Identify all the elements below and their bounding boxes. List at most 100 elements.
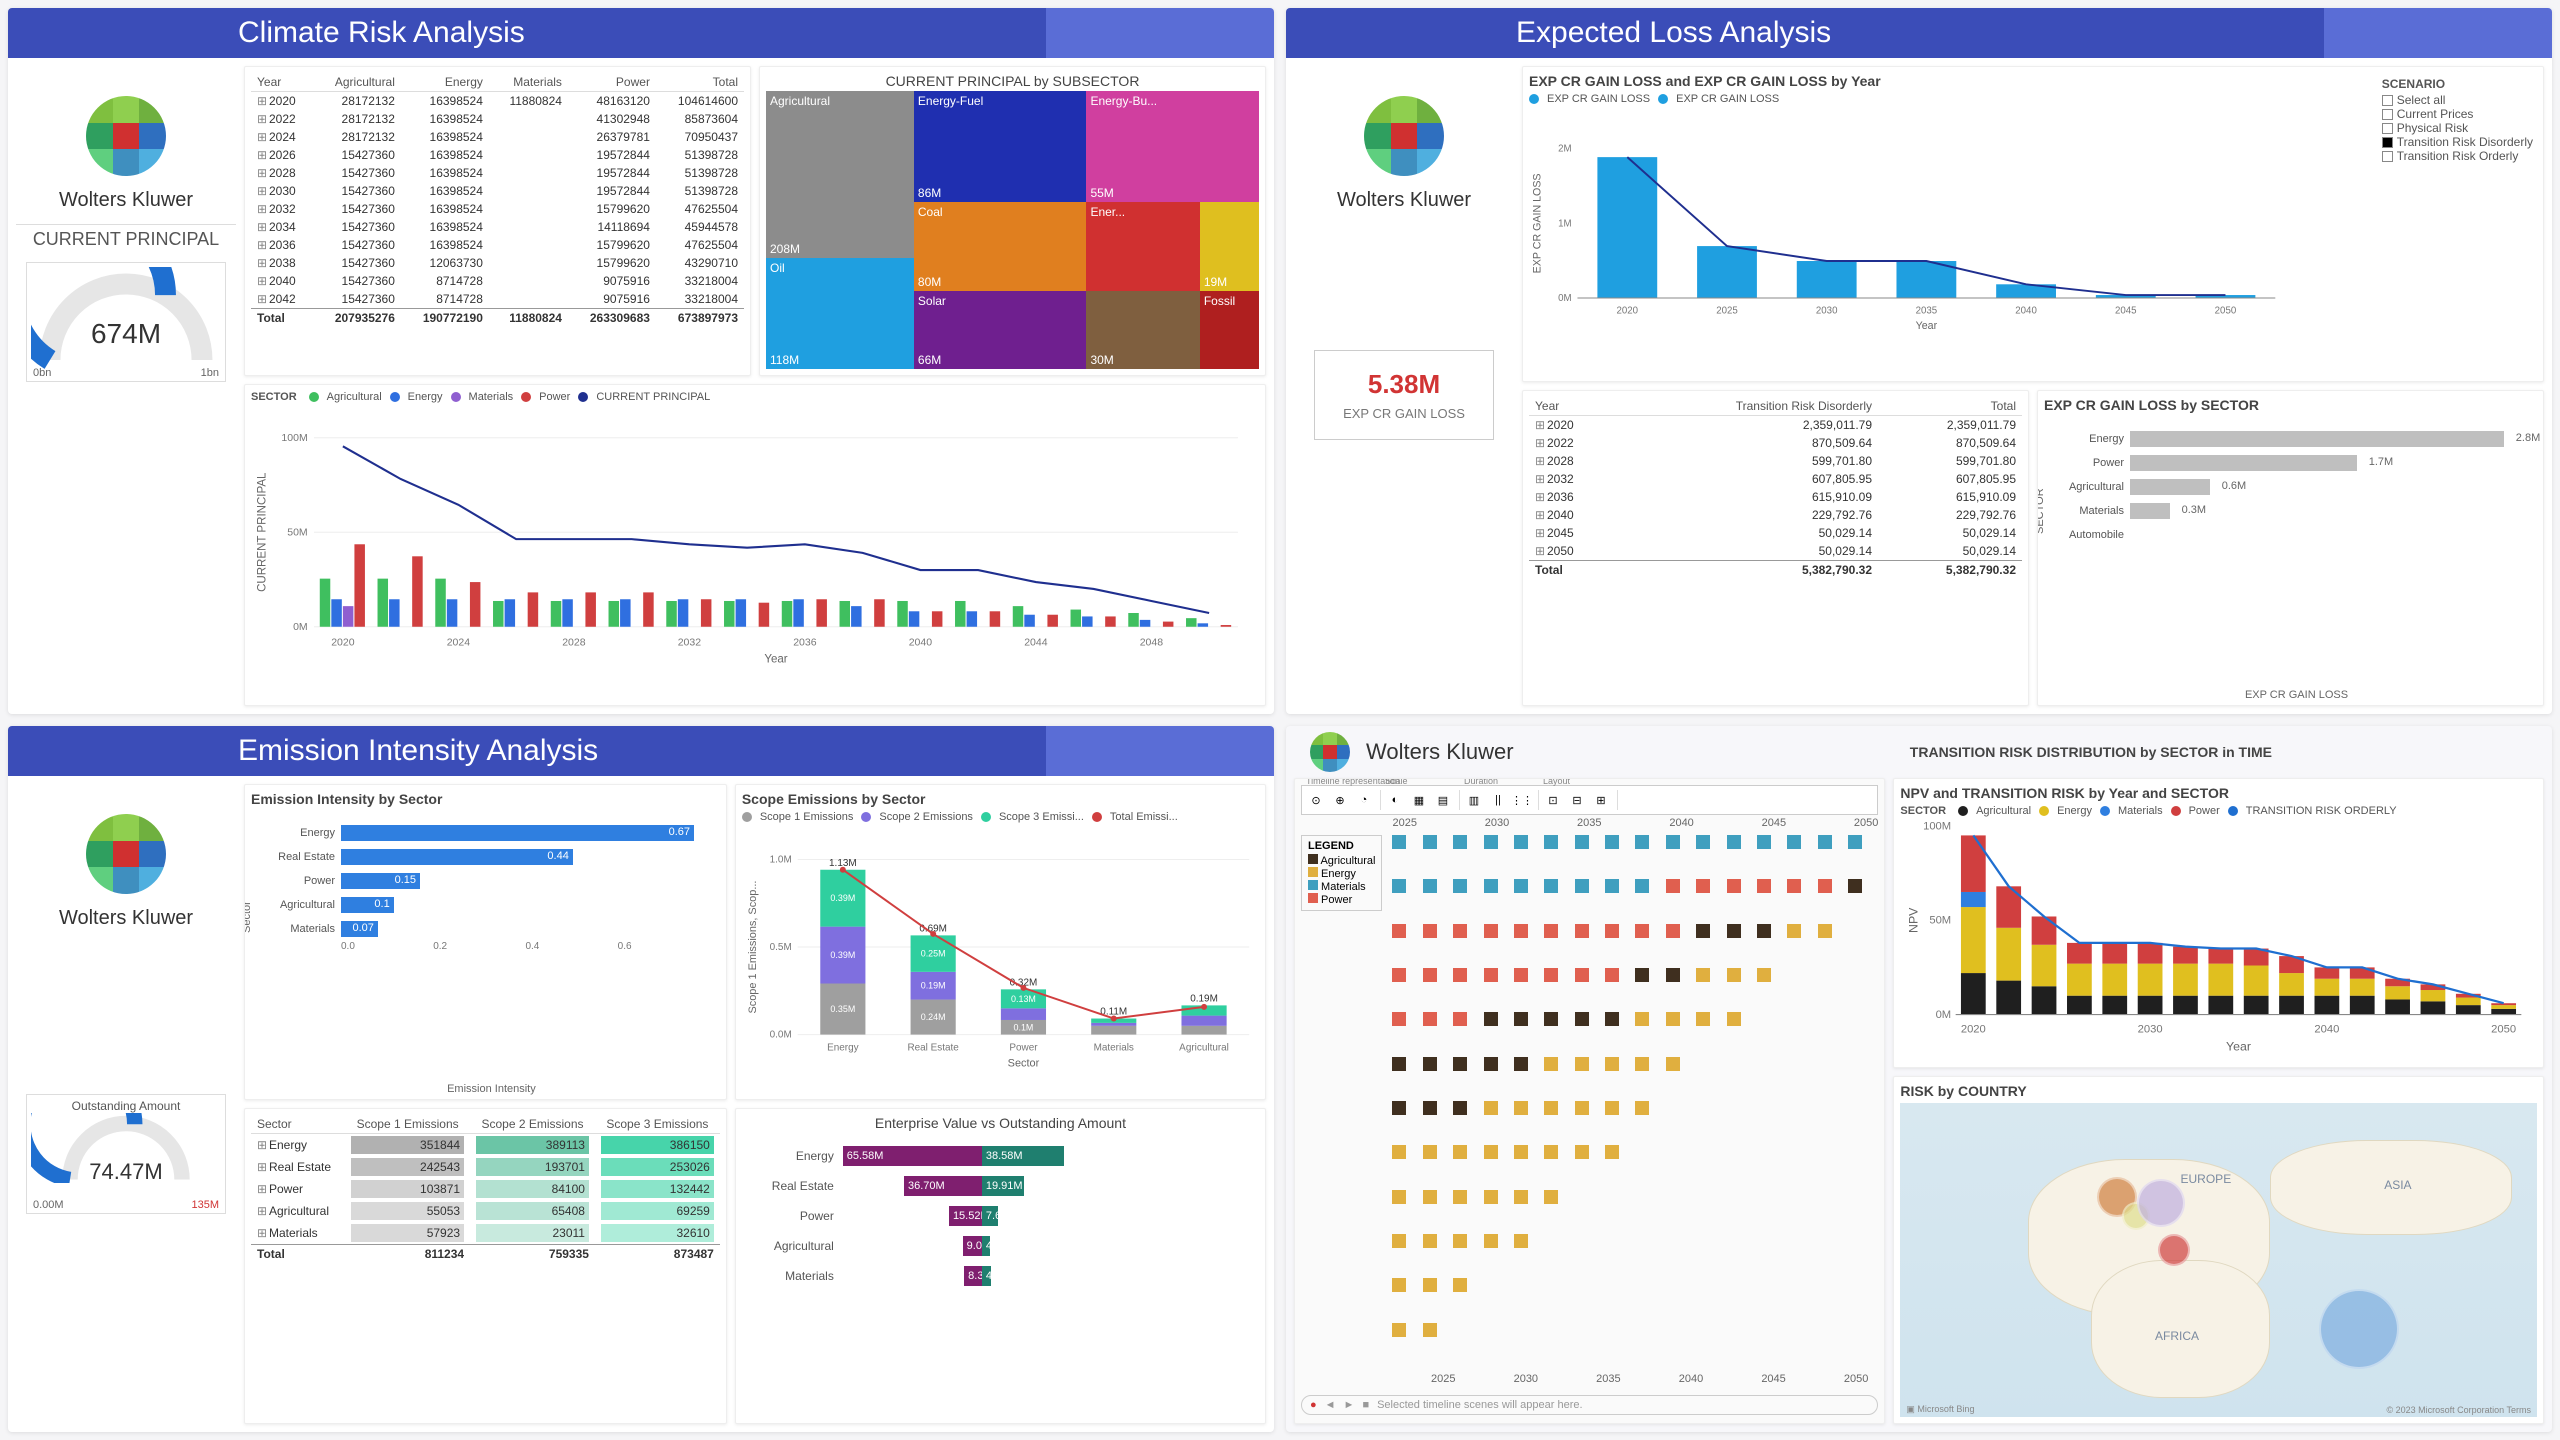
risk-dot[interactable]	[1453, 1278, 1467, 1292]
risk-dot[interactable]	[1544, 1101, 1558, 1115]
intensity-card[interactable]: Emission Intensity by Sector Energy0.67R…	[244, 784, 727, 1100]
sector-bar[interactable]: Energy2.8M	[2050, 427, 2531, 451]
risk-dot[interactable]	[1392, 879, 1406, 893]
risk-dot[interactable]	[1544, 1190, 1558, 1204]
combo-chart-card[interactable]: SECTORAgriculturalEnergyMaterialsPowerCU…	[244, 384, 1266, 706]
risk-dot[interactable]	[1635, 1012, 1649, 1026]
butterfly-chart[interactable]: Energy 65.58M 38.58M Real Estate 36.70M …	[742, 1135, 1259, 1297]
butterfly-row[interactable]: Agricultural 9.05M 4.00M	[762, 1231, 1239, 1261]
risk-dot[interactable]	[1757, 924, 1771, 938]
risk-dot[interactable]	[1666, 968, 1680, 982]
risk-dot[interactable]	[1392, 1057, 1406, 1071]
risk-dot[interactable]	[1666, 924, 1680, 938]
map-card[interactable]: RISK by COUNTRY EUROPEASIAAFRICA▣ Micros…	[1893, 1076, 2544, 1424]
scenario-option[interactable]: Transition Risk Disorderly	[2382, 135, 2533, 149]
gain-loss-year-card[interactable]: EXP CR GAIN LOSS and EXP CR GAIN LOSS by…	[1522, 66, 2544, 382]
risk-dot[interactable]	[1423, 968, 1437, 982]
toolbar-icon[interactable]: ⊟	[1567, 790, 1587, 810]
year-table-card[interactable]: YearAgriculturalEnergyMaterialsPowerTota…	[244, 66, 751, 376]
treemap-cell[interactable]: 30M	[1086, 291, 1199, 369]
risk-dot[interactable]	[1514, 1234, 1528, 1248]
risk-dot[interactable]	[1544, 924, 1558, 938]
risk-dot[interactable]	[1484, 1012, 1498, 1026]
risk-bubble[interactable]	[2319, 1289, 2399, 1369]
treemap[interactable]: Agricultural208MOil118MEnergy-Fuel86MCoa…	[766, 91, 1259, 369]
risk-dot[interactable]	[1453, 1190, 1467, 1204]
combo-chart[interactable]: 0M50M100MCURRENT PRINCIPAL20202024202820…	[251, 403, 1259, 693]
risk-dot[interactable]	[1757, 968, 1771, 982]
risk-dot[interactable]	[1787, 835, 1801, 849]
treemap-cell[interactable]: Ener...	[1086, 202, 1199, 291]
stop-icon[interactable]: ■	[1362, 1399, 1369, 1411]
intensity-bar[interactable]: Materials0.07	[261, 917, 710, 941]
treemap-cell[interactable]: Energy-Fuel86M	[914, 91, 1087, 202]
risk-dot[interactable]	[1392, 1323, 1406, 1337]
treemap-cell[interactable]: Coal80M	[914, 202, 1087, 291]
risk-dot[interactable]	[1514, 835, 1528, 849]
timeline-toolbar[interactable]: Timeline representation⊙⊕◔Scale◐▦▤Durati…	[1301, 785, 1878, 815]
risk-dot[interactable]	[1514, 1057, 1528, 1071]
risk-dot[interactable]	[1423, 1190, 1437, 1204]
risk-dot[interactable]	[1392, 1234, 1406, 1248]
risk-dot[interactable]	[1605, 924, 1619, 938]
risk-dot[interactable]	[1605, 968, 1619, 982]
risk-dot[interactable]	[1696, 879, 1710, 893]
risk-dot[interactable]	[1635, 1101, 1649, 1115]
risk-dot[interactable]	[1484, 968, 1498, 982]
risk-dot[interactable]	[1544, 1012, 1558, 1026]
sector-bar[interactable]: Automobile	[2050, 523, 2531, 547]
risk-dot[interactable]	[1453, 1145, 1467, 1159]
intensity-bar[interactable]: Agricultural0.1	[261, 893, 710, 917]
risk-dot[interactable]	[1484, 924, 1498, 938]
risk-dot[interactable]	[1635, 968, 1649, 982]
scenario-option[interactable]: Physical Risk	[2382, 121, 2533, 135]
risk-dot[interactable]	[1544, 835, 1558, 849]
risk-dot[interactable]	[1635, 924, 1649, 938]
risk-dot[interactable]	[1848, 879, 1862, 893]
treemap-cell[interactable]: 19M	[1200, 202, 1259, 291]
risk-dot[interactable]	[1544, 1057, 1558, 1071]
npv-card[interactable]: NPV and TRANSITION RISK by Year and SECT…	[1893, 778, 2544, 1068]
risk-dot[interactable]	[1605, 879, 1619, 893]
treemap-cell[interactable]: Agricultural208M	[766, 91, 914, 258]
toolbar-icon[interactable]: ⊕	[1330, 790, 1350, 810]
risk-dot[interactable]	[1787, 879, 1801, 893]
risk-dot[interactable]	[1423, 835, 1437, 849]
playback-bar[interactable]: ● ◄ ► ■ Selected timeline scenes will ap…	[1301, 1395, 1878, 1415]
risk-dot[interactable]	[1605, 835, 1619, 849]
treemap-cell[interactable]: Fossil	[1200, 291, 1259, 369]
scatter-plot[interactable]: 202520302035204020452050	[1392, 835, 1878, 1367]
risk-dot[interactable]	[1605, 1101, 1619, 1115]
risk-dot[interactable]	[1818, 835, 1832, 849]
intensity-bar[interactable]: Real Estate0.44	[261, 845, 710, 869]
intensity-hbar[interactable]: Energy0.67Real Estate0.44Power0.15Agricu…	[251, 811, 720, 956]
risk-dot[interactable]	[1757, 835, 1771, 849]
risk-dot[interactable]	[1727, 835, 1741, 849]
toolbar-icon[interactable]: ⊡	[1543, 790, 1563, 810]
risk-dot[interactable]	[1605, 1145, 1619, 1159]
risk-dot[interactable]	[1635, 1057, 1649, 1071]
risk-dot[interactable]	[1635, 835, 1649, 849]
risk-dot[interactable]	[1666, 835, 1680, 849]
treemap-cell[interactable]: Solar66M	[914, 291, 1087, 369]
el-table-card[interactable]: YearTransition Risk DisorderlyTotal⊞2020…	[1522, 390, 2029, 706]
next-icon[interactable]: ►	[1344, 1399, 1355, 1411]
butterfly-row[interactable]: Materials 8.35M 4.32M	[762, 1261, 1239, 1291]
risk-dot[interactable]	[1575, 924, 1589, 938]
risk-dot[interactable]	[1423, 1278, 1437, 1292]
risk-dot[interactable]	[1423, 1012, 1437, 1026]
risk-dot[interactable]	[1453, 924, 1467, 938]
risk-dot[interactable]	[1514, 1145, 1528, 1159]
risk-dot[interactable]	[1514, 1190, 1528, 1204]
risk-dot[interactable]	[1848, 835, 1862, 849]
risk-dot[interactable]	[1818, 924, 1832, 938]
toolbar-icon[interactable]: ||	[1488, 790, 1508, 810]
toolbar-icon[interactable]: ▤	[1433, 790, 1453, 810]
risk-dot[interactable]	[1484, 1190, 1498, 1204]
risk-dot[interactable]	[1392, 924, 1406, 938]
intensity-bar[interactable]: Energy0.67	[261, 821, 710, 845]
emissions-table-card[interactable]: SectorScope 1 EmissionsScope 2 Emissions…	[244, 1108, 727, 1424]
risk-dot[interactable]	[1696, 835, 1710, 849]
scope-stacked-card[interactable]: Scope Emissions by Sector Scope 1 Emissi…	[735, 784, 1266, 1100]
risk-dot[interactable]	[1575, 968, 1589, 982]
